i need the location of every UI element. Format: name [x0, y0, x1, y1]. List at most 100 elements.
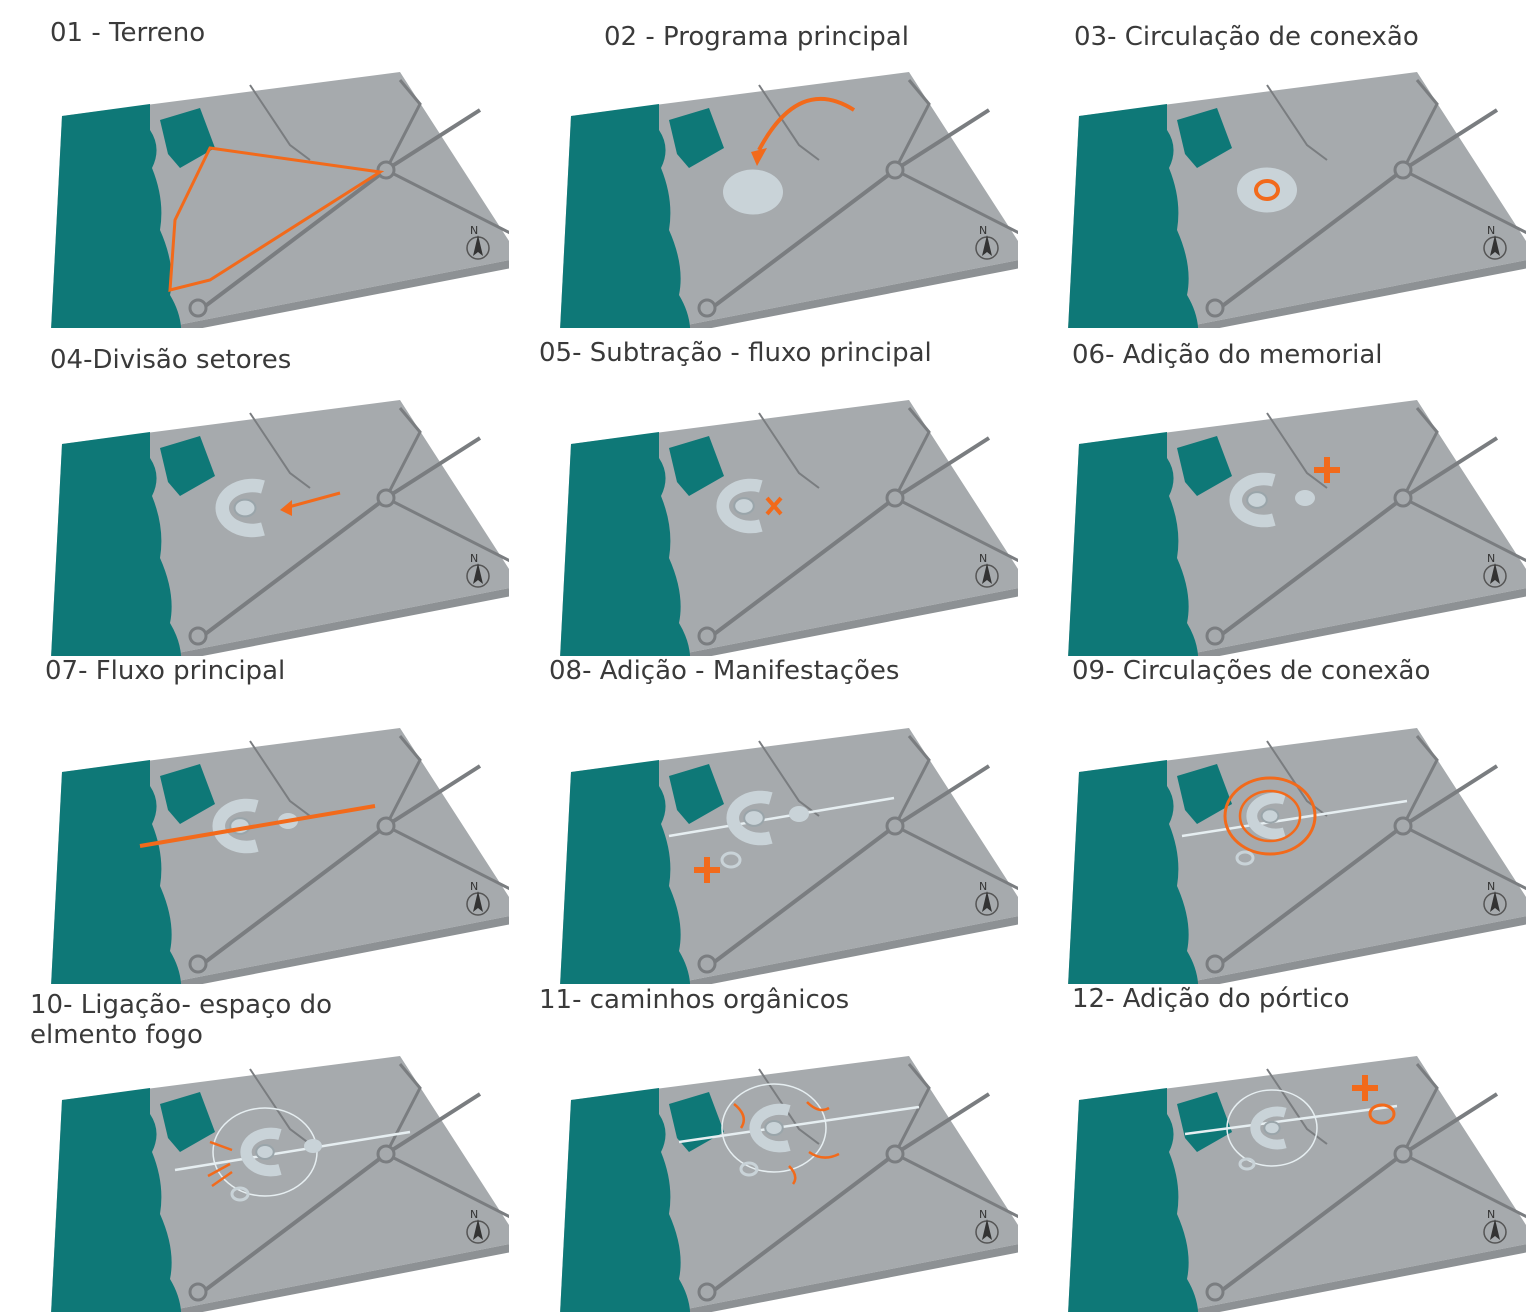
manifestation-space — [1238, 1157, 1256, 1171]
memorial-volume — [304, 1139, 322, 1153]
roundabout-south — [188, 954, 208, 974]
road-north — [893, 1063, 931, 1155]
roundabout-south — [1205, 1282, 1225, 1302]
central-core — [764, 1120, 784, 1136]
path-line — [758, 412, 820, 489]
path-line — [1266, 1068, 1328, 1145]
site-model: N — [1068, 1056, 1526, 1312]
roundabout-east — [885, 160, 905, 180]
north-arrow-icon: N — [1483, 224, 1507, 260]
site-model: N — [51, 1056, 509, 1312]
ring-building — [1246, 792, 1286, 840]
building-block — [669, 436, 724, 496]
step-illustration: N — [560, 72, 1018, 328]
water-area — [560, 432, 691, 656]
roundabout-south — [1205, 298, 1225, 318]
ring-building — [215, 478, 265, 538]
fire-element-links — [207, 1140, 233, 1188]
step-title: 05- Subtração - fluxo principal — [539, 338, 932, 368]
water-area — [1068, 760, 1199, 984]
site-model: N — [1068, 400, 1526, 656]
ground-edge — [162, 260, 509, 328]
manifestation-space — [1235, 850, 1255, 866]
building-block — [160, 764, 215, 824]
road-east — [894, 168, 1018, 235]
main-program-building — [1250, 1106, 1287, 1150]
building-block — [1177, 1092, 1232, 1152]
step-panel: N 01 - Terreno — [0, 0, 509, 328]
step-title: 04-Divisão setores — [50, 345, 292, 375]
step-panel: N 12- Adição do pórtico — [1017, 984, 1526, 1312]
site-model: N — [560, 1056, 1018, 1312]
central-core — [743, 809, 765, 827]
roundabout-east — [885, 816, 905, 836]
path-line — [1266, 412, 1328, 489]
step-panel: N 11- caminhos orgânicos — [509, 984, 1018, 1312]
roundabout-south — [697, 1282, 717, 1302]
north-label: N — [979, 880, 987, 893]
main-flow-line — [668, 796, 895, 838]
connection-ring — [1254, 179, 1280, 201]
step-panel: N 08- Adição - Manifestações — [509, 656, 1018, 984]
step-illustration: N — [51, 1056, 509, 1312]
roundabout-east — [1393, 488, 1413, 508]
water-area — [1068, 432, 1199, 656]
ring-building — [240, 1127, 282, 1177]
roundabout-east — [376, 1144, 396, 1164]
ring-building — [726, 790, 773, 846]
water-area — [51, 760, 182, 984]
ground-edge — [671, 260, 1018, 328]
main-flow-line — [1184, 1104, 1398, 1136]
central-core — [1263, 1120, 1281, 1136]
step-panel: N 02 - Programa principal — [509, 0, 1018, 328]
road-east — [385, 496, 509, 563]
building-block — [160, 1092, 215, 1152]
central-core — [1246, 491, 1268, 509]
subtract-icon — [765, 496, 783, 516]
north-label: N — [979, 224, 987, 237]
step-title: 03- Circulação de conexão — [1074, 22, 1419, 52]
roundabout-east — [376, 160, 396, 180]
building-block — [1177, 108, 1232, 168]
roundabout-south — [1205, 626, 1225, 646]
north-arrow-icon: N — [466, 224, 490, 260]
roundabout-south — [188, 626, 208, 646]
site-boundary — [168, 146, 385, 292]
road-east — [1402, 824, 1526, 891]
roundabout-east — [1393, 160, 1413, 180]
ring-building — [212, 798, 259, 854]
main-flow-line — [139, 804, 376, 848]
water-area — [51, 104, 182, 328]
road-north — [1401, 407, 1439, 499]
main-flow-line — [678, 1105, 920, 1144]
road-north — [384, 79, 422, 171]
path-line — [249, 412, 311, 489]
road-east — [894, 824, 1018, 891]
water-area — [51, 432, 182, 656]
north-label: N — [1487, 880, 1495, 893]
add-icon — [694, 857, 720, 883]
site-model: N — [560, 728, 1018, 984]
connection-ring — [1226, 1089, 1318, 1167]
north-label: N — [1487, 552, 1495, 565]
roundabout-east — [376, 816, 396, 836]
north-label: N — [1487, 224, 1495, 237]
step-panel: N 09- Circulações de conexão — [1017, 656, 1526, 984]
step-illustration: N — [560, 1056, 1018, 1312]
building-block — [1177, 764, 1232, 824]
main-program-building — [215, 478, 265, 538]
main-program-building — [723, 169, 783, 215]
water-area — [560, 760, 691, 984]
road-east — [1402, 496, 1526, 563]
road-north — [893, 407, 931, 499]
step-illustration: N — [1068, 1056, 1526, 1312]
organic-paths — [733, 1101, 840, 1185]
step-title: 10- Ligação- espaço do elmento fogo — [30, 990, 332, 1050]
path-line — [1266, 84, 1328, 161]
water-area — [560, 104, 691, 328]
north-arrow-icon: N — [1483, 1208, 1507, 1244]
site-model: N — [560, 72, 1018, 328]
water-area — [1068, 104, 1199, 328]
site-model: N — [1068, 728, 1526, 984]
roundabout-south — [188, 298, 208, 318]
